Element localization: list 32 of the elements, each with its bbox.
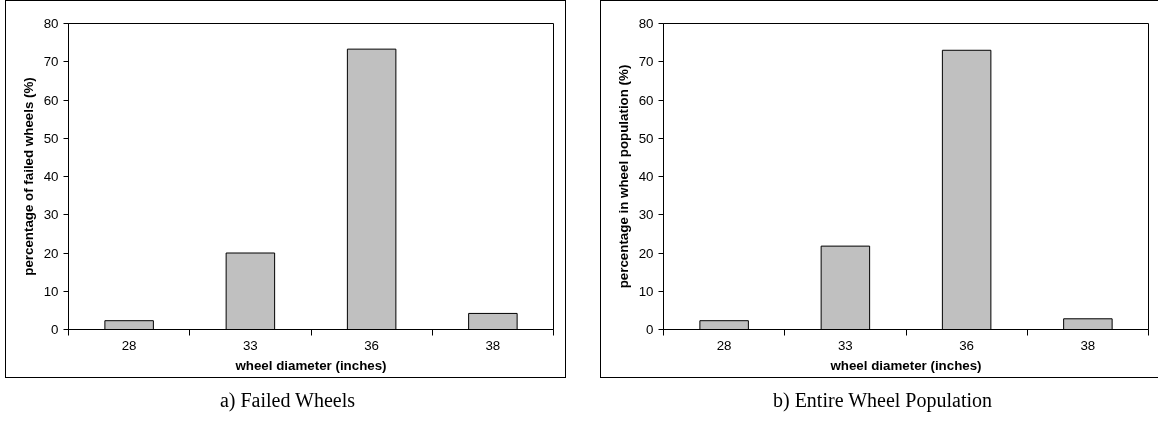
y-tick-label: 80 [638,16,654,31]
y-tick-label: 30 [638,207,654,223]
y-tick-label: 20 [43,245,59,261]
y-tick-label: 0 [646,322,654,337]
y-tick-label: 60 [43,92,59,108]
y-tick-label: 40 [638,169,654,184]
x-axis-title: wheel diameter (inches) [829,357,982,373]
y-tick-label: 80 [43,16,59,31]
y-tick-label: 20 [638,245,654,261]
y-tick-label: 60 [638,92,654,108]
x-tick-label: 38 [1080,337,1096,353]
x-tick-label: 28 [716,337,732,353]
text: b) Entire Wheel Population [772,388,993,414]
y-tick-label: 40 [43,169,59,184]
y-axis-title: percentage of failed wheels (%) [20,77,36,276]
y-tick-label: 50 [638,130,654,146]
x-tick-label: 33 [242,337,258,353]
y-tick-label: 70 [638,54,654,70]
y-tick-label: 30 [43,207,59,223]
x-tick-label: 36 [959,337,975,353]
x-axis-title: wheel diameter (inches) [234,357,387,373]
x-tick-label: 28 [121,337,137,353]
x-tick-label: 36 [364,337,380,353]
y-axis-title: percentage in wheel population (%) [615,64,631,289]
y-tick-label: 50 [43,130,59,146]
y-tick-label: 70 [43,54,59,70]
x-tick-label: 33 [837,337,853,353]
y-tick-label: 0 [51,322,59,337]
y-tick-label: 10 [638,283,654,299]
y-tick-label: 10 [43,283,59,299]
x-tick-label: 38 [485,337,501,353]
text: a) Failed Wheels [219,388,356,414]
